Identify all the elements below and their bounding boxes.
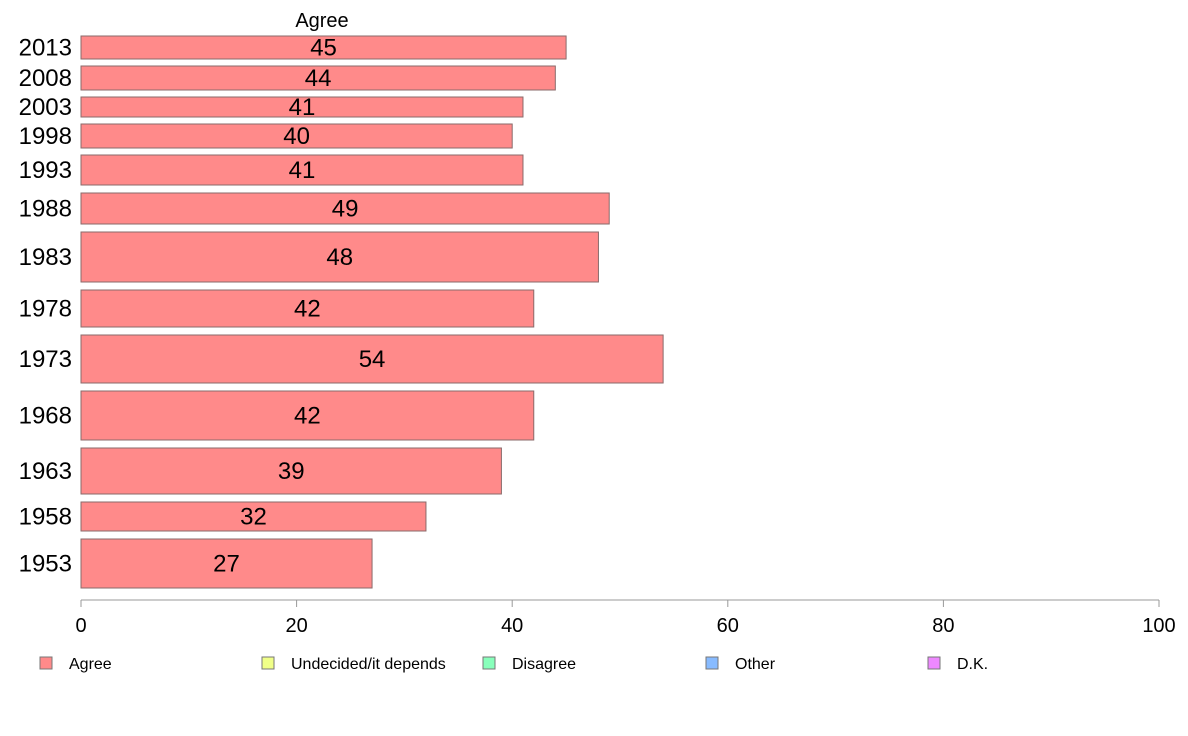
bar-1963	[80, 447, 502, 495]
legend-label: Undecided/it depends	[291, 656, 446, 673]
x-tick-label: 40	[501, 615, 523, 637]
bar-1958	[80, 501, 427, 532]
bar-1978	[80, 289, 535, 328]
bar-1993	[80, 154, 524, 186]
category-label-2013: 2013	[19, 35, 72, 62]
category-label-1973: 1973	[19, 346, 72, 373]
category-label-1988: 1988	[19, 196, 72, 223]
x-tick-label: 100	[1142, 615, 1175, 637]
value-label-1978: 42	[294, 296, 321, 323]
bar-1953	[80, 538, 373, 589]
category-label-2003: 2003	[19, 94, 72, 121]
value-label-1993: 41	[289, 157, 316, 184]
x-tick-label: 60	[717, 615, 739, 637]
value-label-1998: 40	[283, 123, 310, 150]
legend-swatch	[482, 656, 496, 670]
bar-1988	[80, 192, 610, 225]
legend-swatch	[261, 656, 275, 670]
legend-swatch	[927, 656, 941, 670]
value-label-1953: 27	[213, 551, 240, 578]
legend-label: Disagree	[512, 656, 576, 673]
value-label-2013: 45	[310, 35, 337, 62]
legend: Agree Undecided/it depends Disagree Other D.…	[39, 656, 988, 673]
category-label-2008: 2008	[19, 65, 72, 92]
category-label-1953: 1953	[19, 551, 72, 578]
value-label-1973: 54	[359, 346, 386, 373]
bar-2003	[80, 96, 524, 118]
category-label-1998: 1998	[19, 123, 72, 150]
category-label-1993: 1993	[19, 157, 72, 184]
legend-label: Other	[735, 656, 776, 673]
bar-1998	[80, 123, 513, 149]
bar-1968	[80, 390, 535, 441]
bar-2008	[80, 65, 556, 91]
value-label-1988: 49	[332, 196, 359, 223]
x-tick-label: 20	[285, 615, 307, 637]
chart-title: Agree	[295, 10, 348, 32]
value-label-1958: 32	[240, 504, 267, 531]
category-label-1963: 1963	[19, 458, 72, 485]
category-label-1978: 1978	[19, 296, 72, 323]
bar-2013	[80, 35, 567, 60]
bars-group: 2013 45 2008 44 2003 41 1998 40 1993 41 1988 49 1983…	[19, 35, 664, 589]
value-label-1963: 39	[278, 458, 305, 485]
x-tick-label: 80	[932, 615, 954, 637]
legend-label: Agree	[69, 656, 112, 673]
value-label-2003: 41	[289, 94, 316, 121]
value-label-1983: 48	[326, 244, 353, 271]
legend-label: D.K.	[957, 656, 988, 673]
x-tick-label: 0	[75, 615, 86, 637]
bar-1973	[80, 334, 664, 384]
legend-swatch	[705, 656, 719, 670]
value-label-1968: 42	[294, 403, 321, 430]
value-label-2008: 44	[305, 65, 332, 92]
category-label-1968: 1968	[19, 403, 72, 430]
legend-swatch	[39, 656, 53, 670]
category-label-1983: 1983	[19, 244, 72, 271]
bar-1983	[80, 231, 599, 283]
x-axis: 0 20 40 60 80 100	[75, 599, 1176, 637]
category-label-1958: 1958	[19, 504, 72, 531]
